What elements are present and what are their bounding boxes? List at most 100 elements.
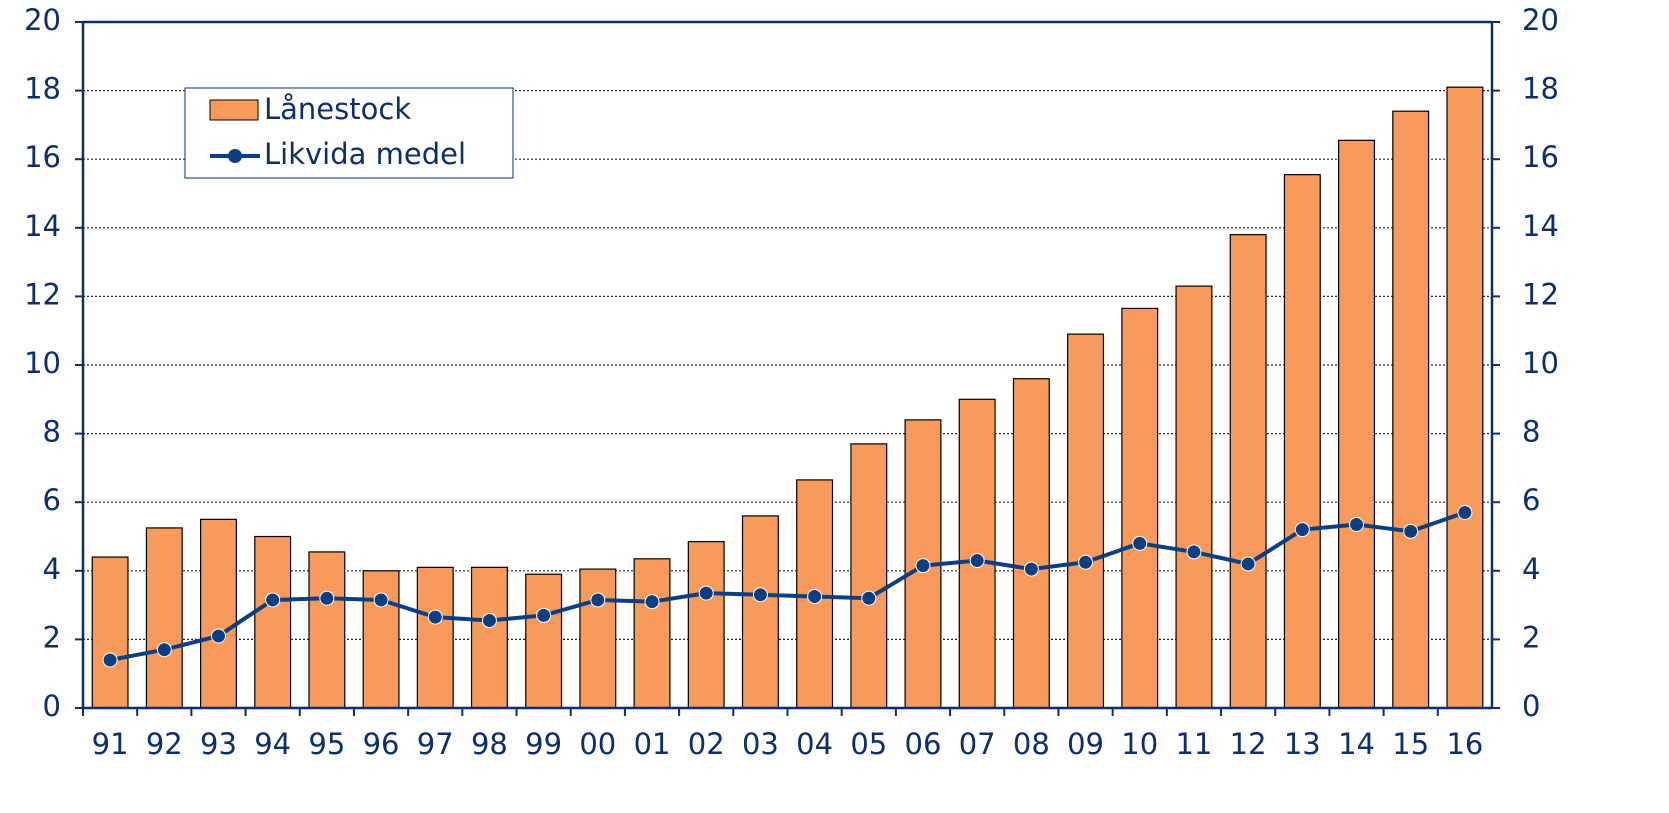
x-tick-label: 14 — [1338, 727, 1375, 761]
line-point — [1457, 504, 1473, 520]
line-point — [1294, 522, 1310, 538]
y2-tick-label: 14 — [1522, 209, 1559, 243]
y-tick-label: 8 — [43, 415, 61, 449]
line-point — [969, 553, 985, 569]
x-tick-label: 15 — [1392, 727, 1429, 761]
x-tick-label: 99 — [525, 727, 562, 761]
bar — [1392, 110, 1430, 709]
y-tick-label: 20 — [24, 3, 61, 37]
bar — [633, 558, 671, 709]
bar — [1067, 333, 1105, 709]
line-point — [481, 613, 497, 629]
line-point — [752, 587, 768, 603]
line-point — [1132, 535, 1148, 551]
legend-marker — [228, 149, 242, 163]
x-tick-label: 09 — [1067, 727, 1104, 761]
bar — [1012, 378, 1050, 709]
x-tick-label: 00 — [579, 727, 616, 761]
x-tick-label: 92 — [146, 727, 183, 761]
line-point — [644, 594, 660, 610]
line-point — [373, 592, 389, 608]
y2-tick-label: 2 — [1522, 620, 1540, 654]
y-tick-label: 16 — [24, 140, 61, 174]
bar — [199, 518, 237, 709]
y2-tick-label: 6 — [1522, 483, 1540, 517]
y-tick-label: 12 — [24, 277, 61, 311]
x-tick-label: 94 — [254, 727, 291, 761]
bar — [687, 541, 725, 709]
x-tick-label: 05 — [850, 727, 887, 761]
line-point — [698, 585, 714, 601]
x-tick-label: 11 — [1175, 727, 1212, 761]
line — [109, 510, 1466, 662]
x-tick-label: 98 — [471, 727, 508, 761]
line-point — [590, 592, 606, 608]
y2-tick-label: 20 — [1522, 3, 1559, 37]
bar — [145, 527, 183, 709]
bar — [416, 566, 454, 709]
line-point — [807, 589, 823, 605]
bar — [525, 573, 563, 709]
x-tick-label: 96 — [363, 727, 400, 761]
y2-tick-label: 12 — [1522, 277, 1559, 311]
y2-tick-label: 18 — [1522, 72, 1559, 106]
x-tick-label: 10 — [1121, 727, 1158, 761]
bar — [1338, 139, 1376, 709]
y-tick-label: 2 — [43, 620, 61, 654]
bar — [1175, 285, 1213, 709]
bar — [470, 566, 508, 709]
line-point — [102, 652, 118, 668]
line-point — [861, 590, 877, 606]
bar — [741, 515, 779, 709]
line-point — [536, 607, 552, 623]
y2-tick-label: 10 — [1522, 346, 1559, 380]
line-point — [1240, 556, 1256, 572]
legend-label: Likvida medel — [264, 137, 466, 171]
line-point — [210, 628, 226, 644]
line-point — [156, 642, 172, 658]
y-tick-label: 4 — [43, 552, 61, 586]
bar — [1121, 307, 1159, 709]
x-tick-label: 03 — [742, 727, 779, 761]
y2-tick-label: 0 — [1522, 689, 1540, 723]
line-point — [1403, 523, 1419, 539]
line-point — [1023, 561, 1039, 577]
line-point — [1078, 554, 1094, 570]
bar — [254, 535, 292, 709]
y2-tick-label: 8 — [1522, 415, 1540, 449]
y-tick-label: 10 — [24, 346, 61, 380]
x-tick-label: 91 — [92, 727, 129, 761]
y-tick-label: 14 — [24, 209, 61, 243]
line-point — [319, 590, 335, 606]
x-tick-label: 06 — [905, 727, 942, 761]
bar — [362, 570, 400, 709]
line-point — [1349, 516, 1365, 532]
bar — [1229, 234, 1267, 709]
y-tick-label: 6 — [43, 483, 61, 517]
bar — [1446, 86, 1484, 709]
bar — [308, 551, 346, 709]
y-tick-label: 0 — [43, 689, 61, 723]
x-tick-label: 04 — [796, 727, 833, 761]
x-tick-label: 95 — [308, 727, 345, 761]
y-tick-label: 18 — [24, 72, 61, 106]
bar — [579, 568, 617, 709]
line-point — [915, 558, 931, 574]
line-point — [427, 609, 443, 625]
x-tick-label: 93 — [200, 727, 237, 761]
x-tick-label: 02 — [688, 727, 725, 761]
x-tick-label: 13 — [1284, 727, 1321, 761]
line-point — [265, 592, 281, 608]
x-tick-label: 97 — [417, 727, 454, 761]
x-tick-label: 01 — [634, 727, 671, 761]
legend-swatch — [209, 99, 259, 121]
y2-tick-label: 16 — [1522, 140, 1559, 174]
x-tick-label: 08 — [1013, 727, 1050, 761]
bar — [850, 443, 888, 709]
bar — [91, 556, 129, 709]
bar — [1283, 174, 1321, 709]
line-point — [1186, 544, 1202, 560]
y2-tick-label: 4 — [1522, 552, 1540, 586]
legend-label: Lånestock — [264, 92, 411, 126]
x-tick-label: 16 — [1446, 727, 1483, 761]
